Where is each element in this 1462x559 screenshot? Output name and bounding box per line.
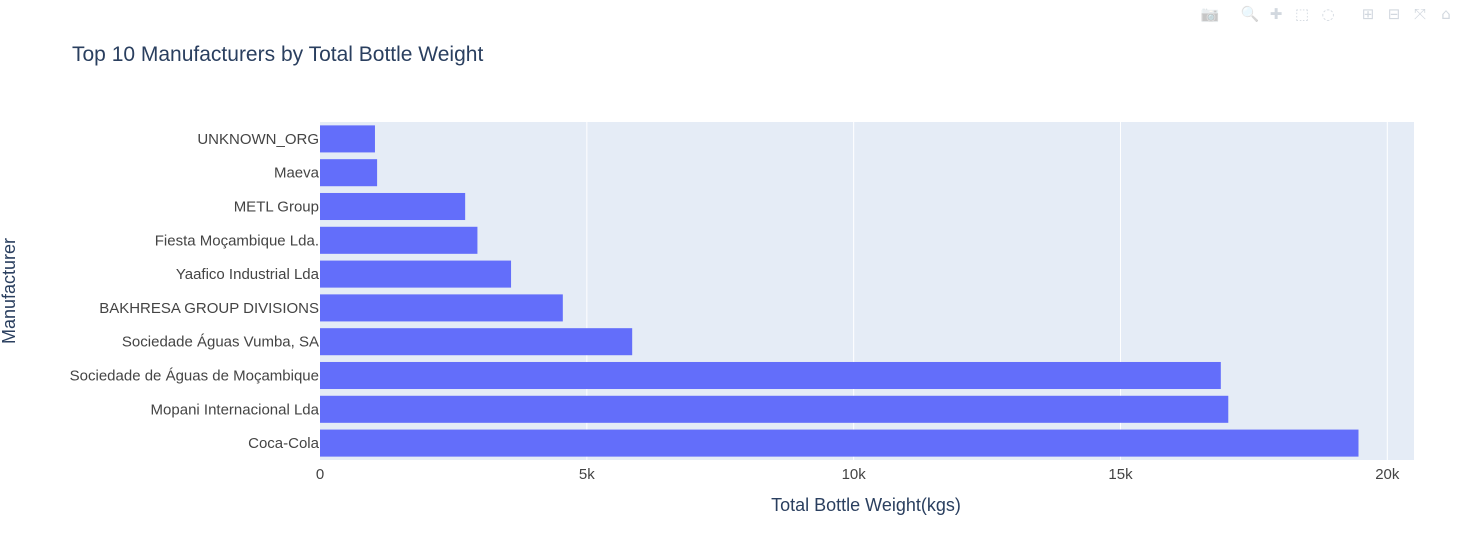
lasso-select-icon[interactable]: ◌ [1321,5,1335,23]
x-axis-ticks: 0 5k 10k 15k 20k [316,466,1400,483]
bar[interactable] [320,361,1221,390]
y-tick-label: UNKNOWN_ORG [197,131,319,148]
zoom-icon[interactable]: 🔍 [1240,5,1260,23]
y-tick-label: Coca-Cola [248,435,320,452]
reset-axes-icon[interactable]: ⌂ [1441,5,1451,23]
x-tick-label: 5k [579,466,595,483]
modebar-spacer [1344,4,1352,24]
x-tick-label: 0 [316,466,324,483]
bar[interactable] [320,328,633,356]
bar[interactable] [320,226,478,254]
y-tick-label: Maeva [274,165,320,182]
x-axis-label: Total Bottle Weight(kgs) [771,495,961,515]
pan-icon[interactable]: ✚ [1269,5,1283,23]
y-tick-label: METL Group [234,199,319,216]
y-tick-label: Sociedade de Águas de Moçambique [70,368,319,385]
bar[interactable] [320,294,563,322]
y-axis-ticks: UNKNOWN_ORG Maeva METL Group Fiesta Moçambi… [70,131,320,452]
y-tick-label: Yaafico Industrial Lda [176,266,320,283]
y-tick-label: Sociedade Águas Vumba, SA [122,334,319,351]
bar[interactable] [320,395,1229,423]
bar[interactable] [320,159,378,187]
camera-icon[interactable]: 📷 [1200,5,1220,23]
bars [320,125,1359,457]
autoscale-icon[interactable]: ⤧ [1413,5,1426,23]
modebar-spacer [1226,4,1234,24]
y-tick-label: Mopani Internacional Lda [151,401,320,418]
y-tick-label: BAKHRESA GROUP DIVISIONS [99,300,319,317]
chart-title: Top 10 Manufacturers by Total Bottle Wei… [72,43,483,66]
zoom-in-icon[interactable]: ⊞ [1361,5,1375,23]
bar[interactable] [320,429,1359,457]
zoom-out-icon[interactable]: ⊟ [1387,5,1401,23]
bar[interactable] [320,192,466,221]
bar[interactable] [320,125,375,153]
bar[interactable] [320,260,512,288]
chart-modebar: 📷 🔍 ✚ ⬚ ◌ ⊞ ⊟ ⤧ ⌂ [1200,4,1456,24]
y-axis-label: Manufacturer [0,238,19,344]
x-tick-label: 10k [842,466,867,483]
x-tick-label: 20k [1375,466,1400,483]
x-tick-label: 15k [1108,466,1133,483]
y-tick-label: Fiesta Moçambique Lda. [155,232,319,249]
box-select-icon[interactable]: ⬚ [1294,5,1310,23]
